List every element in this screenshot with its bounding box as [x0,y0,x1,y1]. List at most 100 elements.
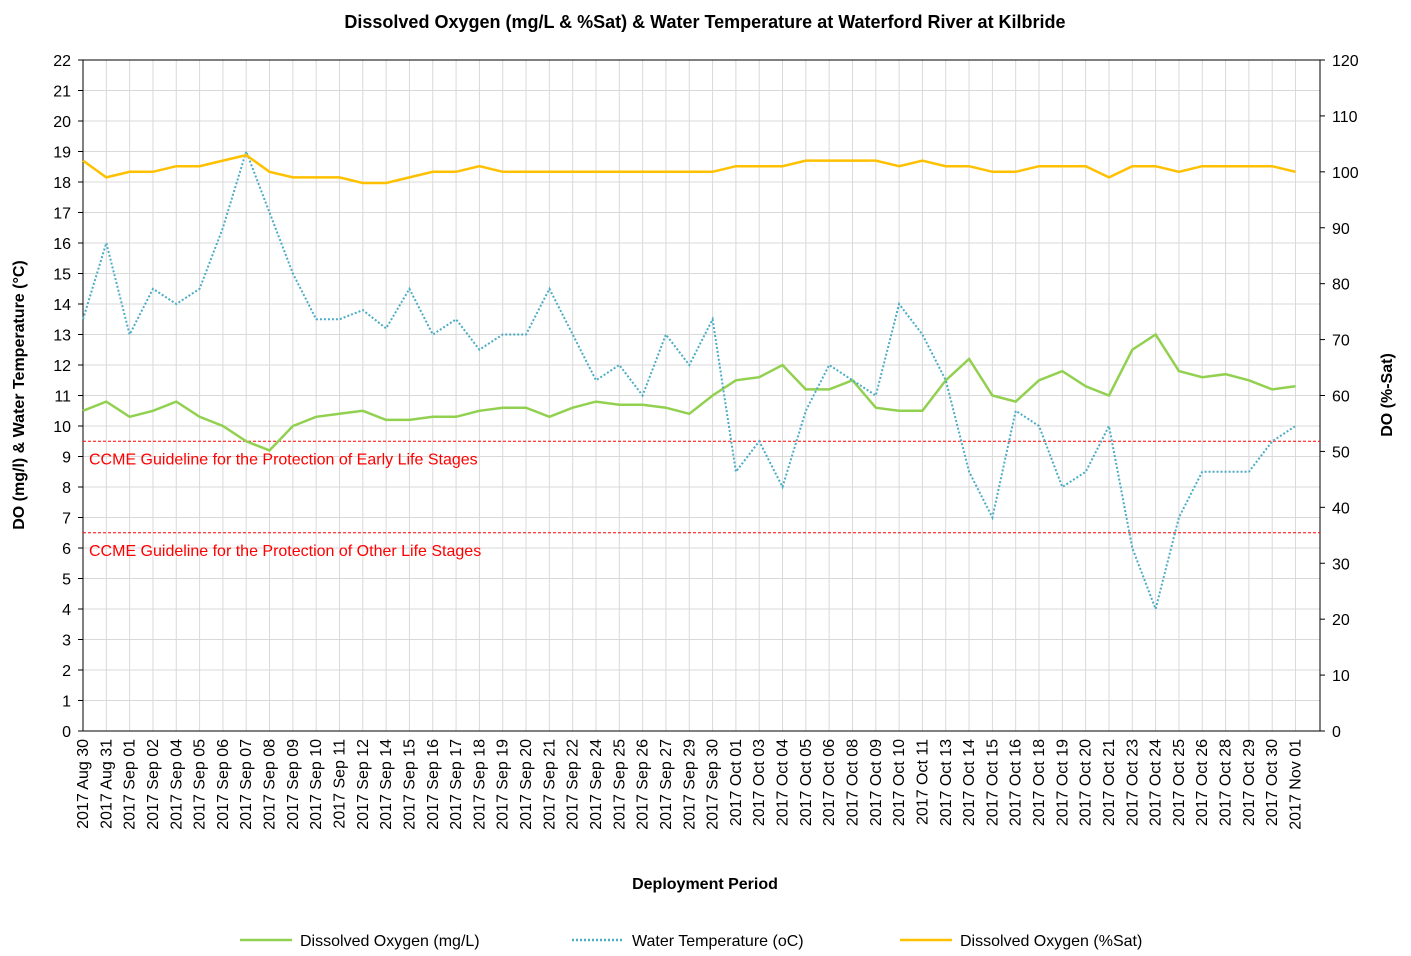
x-tick-label: 2017 Sep 24 [588,739,605,830]
reference-label: CCME Guideline for the Protection of Ear… [89,451,478,468]
y-tick-label: 3 [62,633,71,650]
x-tick-label: 2017 Oct 26 [1194,739,1211,826]
x-tick-label: 2017 Sep 22 [565,739,582,830]
x-tick-label: 2017 Sep 07 [238,739,255,830]
y2-tick-label: 90 [1332,221,1350,238]
x-tick-label: 2017 Sep 17 [448,739,465,830]
x-tick-label: 2017 Oct 08 [844,739,861,826]
y-tick-label: 18 [53,175,71,192]
y2-tick-label: 50 [1332,444,1350,461]
y-tick-label: 21 [53,84,71,101]
y-tick-label: 19 [53,145,71,162]
y2-tick-label: 40 [1332,500,1350,517]
x-tick-label: 2017 Sep 16 [425,739,442,830]
x-tick-label: 2017 Oct 21 [1101,739,1118,826]
x-tick-label: 2017 Sep 02 [145,739,162,830]
y-tick-label: 9 [62,450,71,467]
x-axis-title: Deployment Period [632,876,778,893]
x-tick-label: 2017 Oct 06 [821,739,838,826]
y-tick-label: 15 [53,267,71,284]
x-tick-label: 2017 Oct 19 [1054,739,1071,826]
x-tick-label: 2017 Sep 15 [401,739,418,830]
y-tick-label: 10 [53,419,71,436]
x-tick-label: 2017 Sep 09 [285,739,302,830]
y-tick-label: 5 [62,572,71,589]
x-tick-label: 2017 Sep 12 [355,739,372,830]
y2-tick-label: 120 [1332,53,1359,70]
x-tick-label: 2017 Oct 10 [891,739,908,826]
x-tick-label: 2017 Oct 13 [938,739,955,826]
x-tick-label: 2017 Sep 18 [471,739,488,830]
x-tick-label: 2017 Sep 14 [378,739,395,830]
y2-tick-label: 60 [1332,389,1350,406]
y-tick-label: 8 [62,480,71,497]
y2-tick-label: 20 [1332,612,1350,629]
y-axis-title: DO (mg/l) & Water Temperature (°C) [11,260,28,530]
x-tick-label: 2017 Aug 31 [98,739,115,829]
y2-tick-label: 10 [1332,668,1350,685]
y2-tick-label: 30 [1332,556,1350,573]
y-tick-label: 4 [62,602,71,619]
x-tick-label: 2017 Oct 28 [1218,739,1235,826]
y-tick-label: 11 [54,389,71,406]
y2-tick-label: 100 [1332,165,1359,182]
series-line [82,148,1297,613]
legend-label: Water Temperature (oC) [632,933,804,950]
x-tick-label: 2017 Oct 03 [751,739,768,826]
y2-tick-label: 70 [1332,333,1350,350]
y2-axis-title: DO (%-Sat) [1379,353,1396,437]
x-tick-label: 2017 Oct 29 [1241,739,1258,826]
plot-frame [82,59,1321,732]
x-tick-label: 2017 Sep 19 [495,739,512,830]
y-tick-label: 12 [53,358,71,375]
y2-tick-label: 80 [1332,277,1350,294]
x-tick-label: 2017 Sep 10 [308,739,325,830]
x-tick-label: 2017 Sep 01 [122,739,139,830]
x-tick-label: 2017 Oct 18 [1031,739,1048,826]
x-tick-label: 2017 Sep 11 [331,739,348,829]
series-line [82,332,1296,452]
x-tick-label: 2017 Oct 09 [868,739,885,826]
x-tick-label: 2017 Oct 15 [984,739,1001,826]
x-tick-label: 2017 Oct 16 [1008,739,1025,826]
x-tick-label: 2017 Oct 20 [1078,739,1095,826]
x-tick-label: 2017 Sep 27 [658,739,675,830]
y-tick-label: 0 [62,724,71,741]
y-tick-label: 2 [62,663,71,680]
x-tick-label: 2017 Sep 25 [611,739,628,830]
x-tick-label: 2017 Sep 08 [262,739,279,830]
reference-label: CCME Guideline for the Protection of Oth… [89,543,481,560]
x-tick-label: 2017 Oct 14 [961,739,978,826]
x-tick-label: 2017 Oct 05 [798,739,815,826]
y-tick-label: 17 [53,206,71,223]
x-tick-label: 2017 Oct 04 [775,739,792,826]
x-tick-label: 2017 Sep 05 [192,739,209,830]
y-tick-label: 7 [62,511,71,528]
chart-title: Dissolved Oxygen (mg/L & %Sat) & Water T… [344,12,1065,32]
y-tick-label: 20 [53,114,71,131]
x-tick-label: 2017 Sep 20 [518,739,535,830]
y-tick-label: 1 [62,694,71,711]
x-tick-label: 2017 Sep 29 [681,739,698,830]
y-tick-label: 16 [53,236,71,253]
x-tick-label: 2017 Sep 06 [215,739,232,830]
x-tick-label: 2017 Oct 25 [1171,739,1188,826]
series-line [82,153,1296,185]
legend-label: Dissolved Oxygen (mg/L) [300,933,480,950]
x-tick-label: 2017 Oct 24 [1148,739,1165,826]
x-tick-label: 2017 Aug 30 [75,739,92,829]
y-tick-label: 14 [53,297,71,314]
y-tick-label: 22 [53,53,71,70]
x-tick-label: 2017 Sep 21 [541,739,558,830]
x-tick-label: 2017 Oct 23 [1124,739,1141,826]
x-tick-label: 2017 Sep 30 [705,739,722,830]
legend-label: Dissolved Oxygen (%Sat) [960,933,1142,950]
y2-tick-label: 0 [1332,724,1341,741]
y-tick-label: 13 [53,328,71,345]
y-tick-label: 6 [62,541,71,558]
x-tick-label: 2017 Nov 01 [1288,739,1305,830]
x-tick-label: 2017 Oct 30 [1264,739,1281,826]
x-tick-label: 2017 Sep 26 [635,739,652,830]
x-tick-label: 2017 Sep 04 [168,739,185,830]
